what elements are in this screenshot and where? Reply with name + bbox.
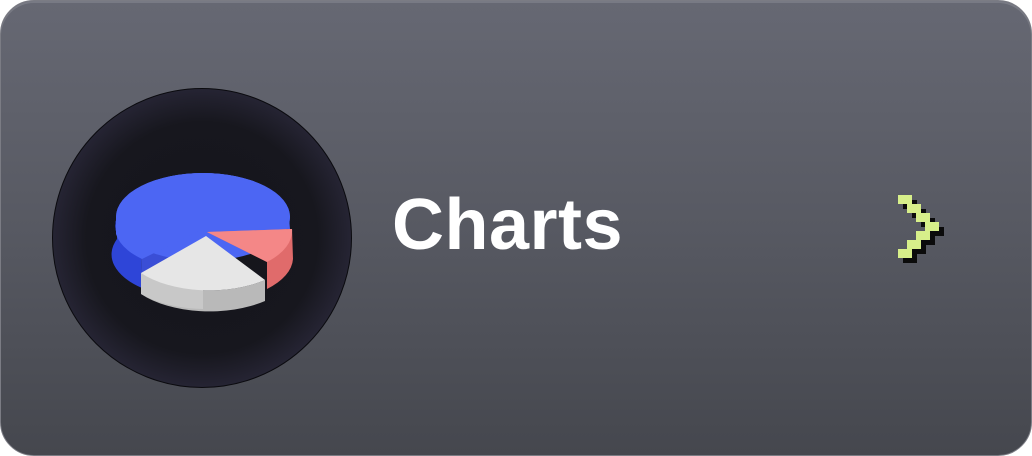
pie-chart-icon: [52, 88, 352, 388]
pie-chart-graphic: [111, 173, 293, 312]
card-title: Charts: [392, 185, 624, 265]
chevron-right-icon[interactable]: [894, 191, 948, 271]
